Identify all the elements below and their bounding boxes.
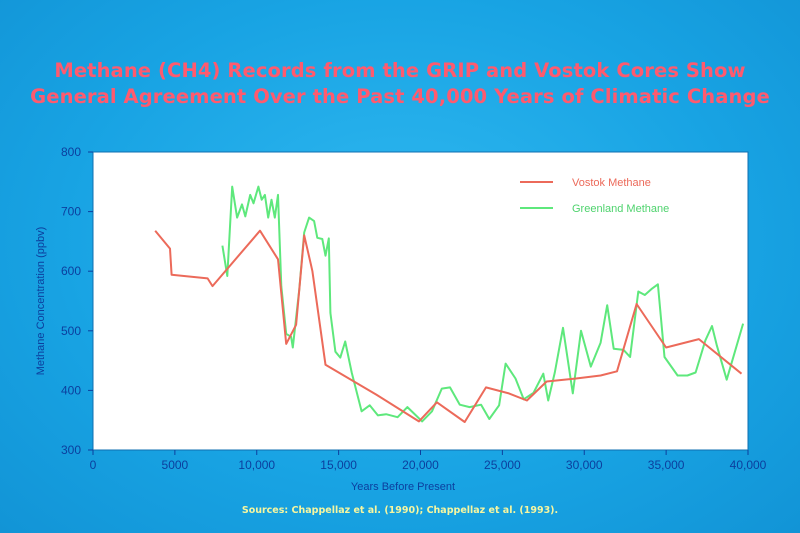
- y-axis-ticks: 300 400 500 600 700 800: [61, 145, 93, 457]
- x-tick-label: 40,000: [730, 458, 767, 472]
- series-lines: [154, 185, 745, 423]
- chart-title: Methane (CH4) Records from the GRIP and …: [0, 58, 800, 110]
- legend-label-greenland: Greenland Methane: [572, 203, 669, 215]
- series-line-greenland: [221, 185, 745, 423]
- sources-note: Sources: Chappellaz et al. (1990); Chapp…: [241, 505, 559, 516]
- x-tick-label: 25,000: [484, 458, 521, 472]
- y-tick-label: 500: [61, 324, 81, 338]
- y-tick-label: 400: [61, 383, 81, 397]
- x-axis-ticks: 0 5000 10,000 15,000 20,000 25,000 30,000 35,00…: [90, 450, 767, 472]
- x-axis-label: Years Before Present: [351, 481, 455, 493]
- y-tick-label: 300: [61, 443, 81, 457]
- x-tick-label: 10,000: [238, 458, 275, 472]
- x-tick-label: 15,000: [320, 458, 357, 472]
- x-tick-label: 5000: [162, 458, 189, 472]
- x-tick-label: 35,000: [648, 458, 685, 472]
- y-axis-label: Methane Concentration (ppbv): [35, 227, 47, 376]
- plot-area: [92, 151, 749, 451]
- x-tick-label: 20,000: [402, 458, 439, 472]
- chart-title-line-1: Methane (CH4) Records from the GRIP and …: [54, 59, 746, 82]
- x-tick-label: 30,000: [566, 458, 603, 472]
- chart-title-line-2: General Agreement Over the Past 40,000 Y…: [30, 85, 770, 108]
- y-tick-label: 800: [61, 145, 81, 159]
- legend-label-vostok: Vostok Methane: [572, 177, 651, 189]
- legend: Vostok Methane Greenland Methane: [520, 177, 669, 215]
- series-line-vostok: [154, 229, 743, 423]
- y-tick-label: 700: [61, 205, 81, 219]
- y-tick-label: 600: [61, 264, 81, 278]
- x-tick-label: 0: [90, 458, 97, 472]
